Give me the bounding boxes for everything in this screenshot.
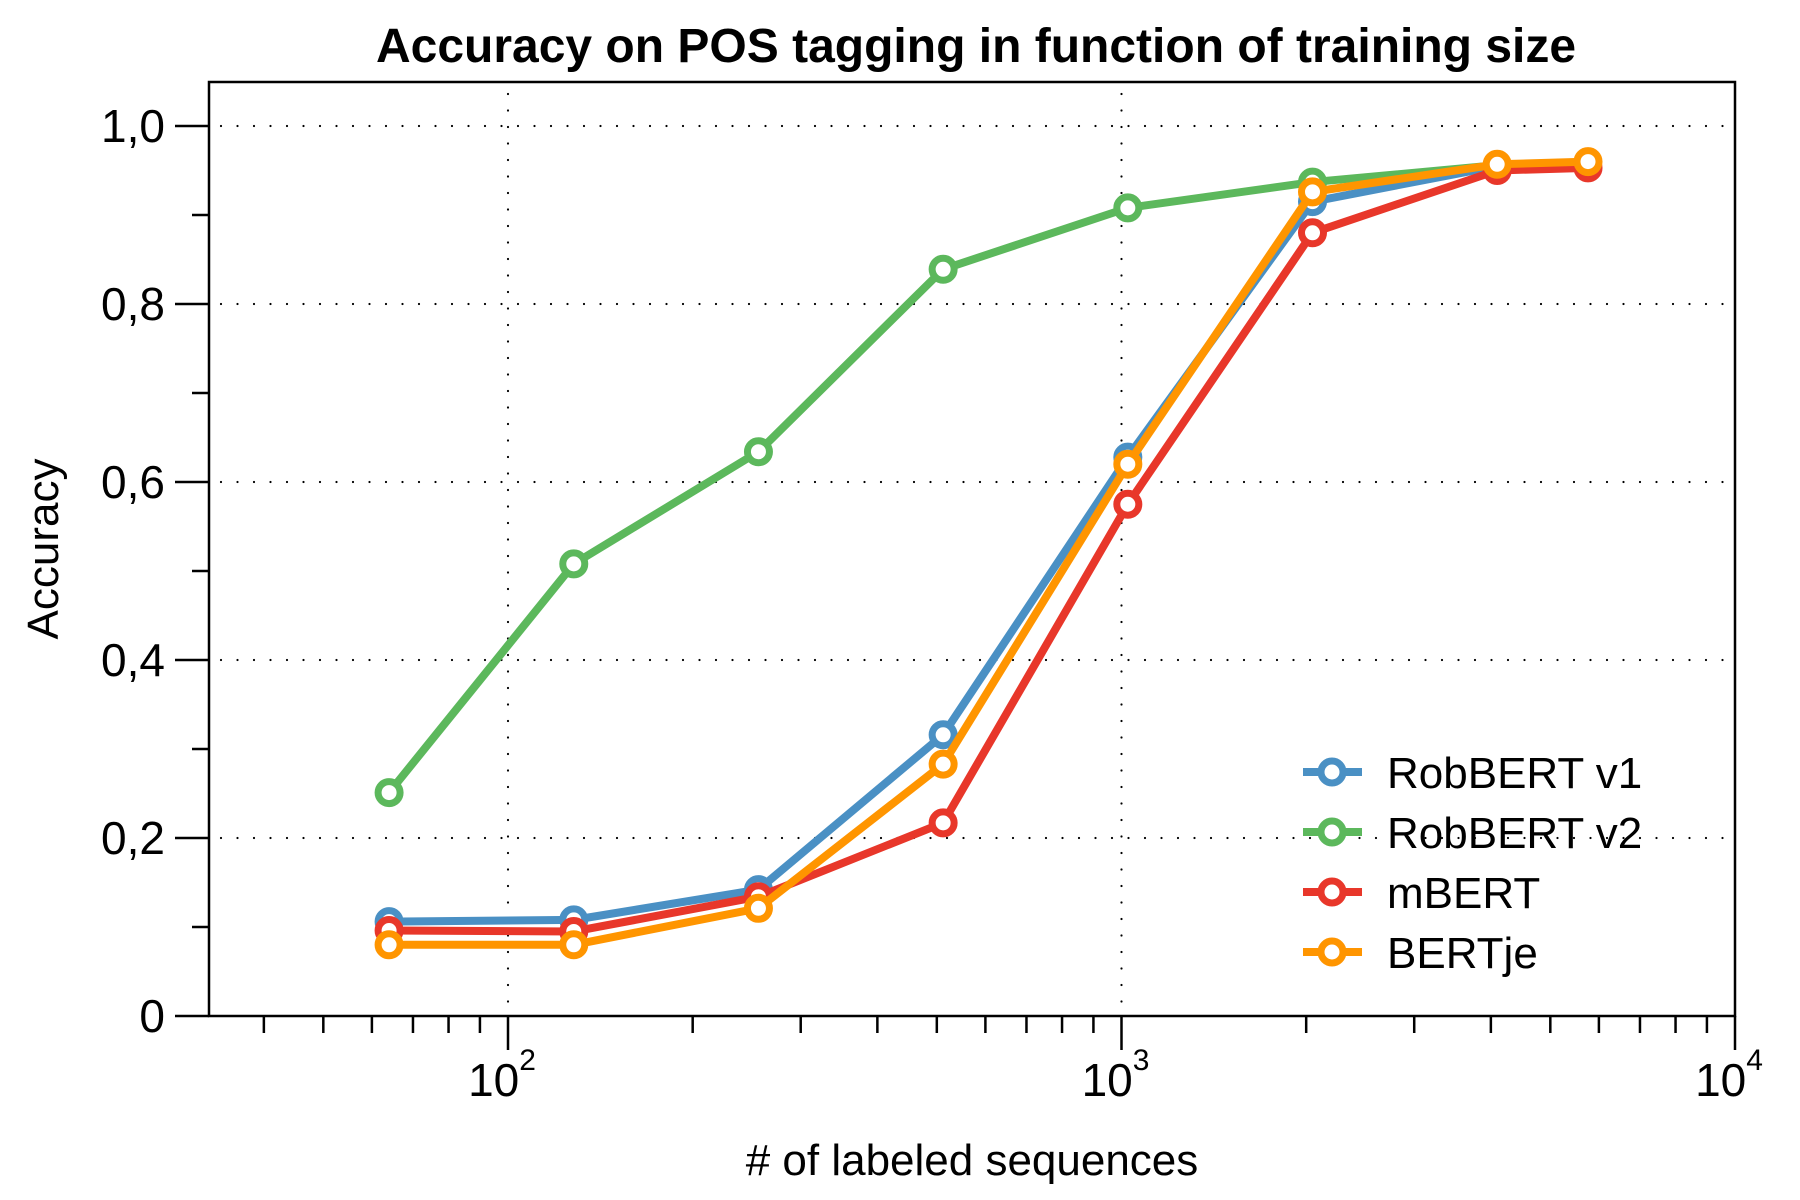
y-tick-label: 0 [139,990,165,1042]
x-axis-label: # of labeled sequences [746,1136,1199,1185]
data-point-marker [1113,193,1143,223]
legend-marker-icon [1317,757,1347,787]
legend-label: mBERT [1387,869,1540,918]
x-tick-base: 10 [1695,1054,1746,1106]
legend-marker-icon [1317,877,1347,907]
data-point-marker [928,808,958,838]
data-point-marker [374,778,404,808]
legend-label: RobBERT v2 [1387,809,1642,858]
axes [207,80,1737,1018]
legend-item: RobBERT v2 [1303,809,1642,858]
x-axis-ticks: 102 103 104 [262,1016,1763,1106]
data-point-marker [743,893,773,923]
y-axis-ticks: 0 0,2 0,4 0,6 0,8 1,0 [101,100,209,1042]
data-point-marker [1298,177,1328,207]
x-tick-exponent: 4 [1746,1044,1763,1077]
data-point-marker [928,749,958,779]
data-point-marker [1482,149,1512,179]
series-bertje [374,147,1603,960]
data-point-marker [1573,147,1603,177]
series-line [385,163,1593,936]
x-tick-label: 102 [468,1044,536,1106]
grid-lines [219,92,1737,1018]
y-tick-label: 1,0 [101,100,165,152]
series-line [385,157,1593,949]
y-tick-label: 0,4 [101,634,165,686]
x-tick-base: 10 [1082,1054,1133,1106]
legend-label: BERTje [1387,929,1538,978]
y-tick-label: 0,6 [101,456,165,508]
data-point-marker [1113,449,1143,479]
x-tick-label: 104 [1695,1044,1763,1106]
data-point-marker [928,720,958,750]
y-tick-label: 0,8 [101,278,165,330]
legend-marker-icon [1317,817,1347,847]
legend-item: BERTje [1303,929,1538,978]
legend-item: mBERT [1303,869,1540,918]
legend-label: RobBERT v1 [1387,749,1642,798]
x-tick-base: 10 [468,1054,519,1106]
data-point-marker [559,549,589,579]
plot-frame [207,80,1737,1018]
legend-marker-icon [1317,937,1347,967]
x-tick-label: 103 [1082,1044,1150,1106]
legend: RobBERT v1 RobBERT v2 mBERT BERTje [1303,749,1642,978]
chart-title: Accuracy on POS tagging in function of t… [376,20,1576,73]
data-point-marker [374,930,404,960]
data-point-marker [928,254,958,284]
x-tick-exponent: 3 [1133,1044,1150,1077]
data-point-marker [1113,489,1143,519]
y-axis-label: Accuracy [19,459,68,640]
data-point-marker [1298,218,1328,248]
x-tick-exponent: 2 [519,1044,536,1077]
series-robbert-v2 [374,150,1512,808]
data-point-marker [559,930,589,960]
legend-item: RobBERT v1 [1303,749,1642,798]
data-series [374,147,1603,960]
data-point-marker [743,437,773,467]
y-tick-label: 0,2 [101,812,165,864]
